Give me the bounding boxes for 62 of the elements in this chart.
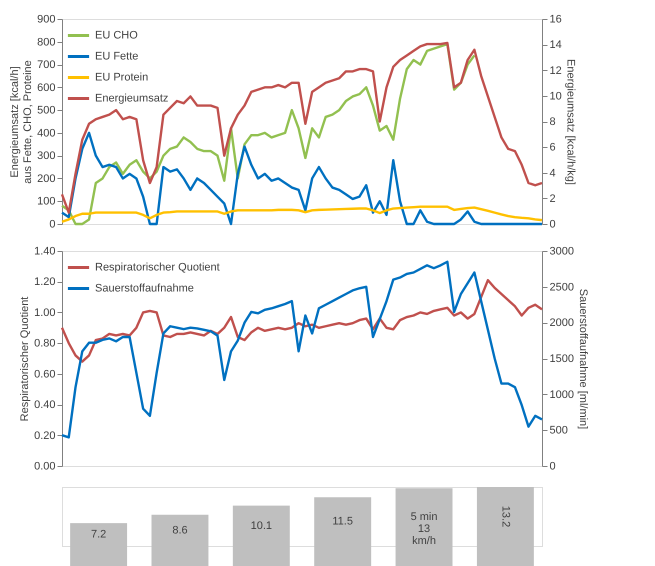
y-tick-label: 500 — [37, 104, 56, 117]
y2-tick-label: 2000 — [550, 317, 574, 330]
y-tick-label: 0.60 — [34, 368, 56, 380]
y2-tick-label: 8 — [550, 116, 556, 128]
y2-tick-label: 4 — [550, 167, 556, 180]
y-tick-label: 900 — [37, 14, 56, 26]
y-tick-label: 1.40 — [34, 246, 56, 258]
y-tick-label: 0.80 — [34, 338, 56, 350]
y-axis-title: Respiratorischer Quotient — [19, 296, 32, 422]
y-tick-label: 0.40 — [34, 399, 56, 412]
y2-tick-label: 500 — [550, 424, 568, 437]
y2-tick-label: 16 — [550, 14, 562, 26]
y-axis-title: Energieumsatz [kcal/h] aus Fette, CHO, Proteine — [9, 60, 34, 184]
y2-tick-label: 3000 — [550, 246, 574, 258]
y-tick-label: 100 — [37, 196, 56, 208]
y-tick-label: 200 — [37, 172, 56, 185]
bar — [232, 506, 290, 566]
bar — [476, 487, 534, 566]
y2-axis-title: Sauerstoffaufnahme [ml/min] — [576, 288, 589, 430]
y-tick-label: 1.20 — [34, 276, 56, 288]
y2-tick-label: 1500 — [550, 353, 574, 365]
y-tick-label: 0 — [49, 218, 56, 230]
bar — [151, 514, 208, 566]
y2-tick-label: 0 — [550, 460, 556, 472]
y-tick-label: 800 — [37, 36, 56, 48]
y2-tick-label: 0 — [550, 218, 556, 230]
data-label: 10.1 — [250, 520, 272, 532]
y2-tick-label: 1000 — [550, 388, 574, 401]
line-series — [60, 42, 544, 214]
bar — [314, 497, 372, 566]
y2-tick-label: 6 — [550, 142, 556, 154]
line-series — [60, 278, 544, 363]
legend-label: EU Fette — [95, 50, 138, 62]
data-label: 11.5 — [332, 516, 353, 528]
line-series — [60, 132, 544, 226]
line-series — [60, 42, 476, 226]
data-label: 5 min 13 km/h — [410, 511, 438, 548]
data-label: 13.2 — [499, 506, 512, 528]
legend-label: Respiratorischer Quotient — [95, 262, 220, 274]
y-tick-label: 700 — [37, 59, 56, 72]
y2-tick-label: 2500 — [550, 281, 574, 294]
data-label: 8.6 — [172, 524, 188, 536]
legend-label: EU CHO — [95, 30, 138, 42]
y-tick-label: 300 — [37, 150, 56, 162]
line-series — [60, 260, 544, 439]
y-tick-label: 600 — [37, 82, 56, 94]
data-label: 7.2 — [90, 528, 106, 541]
y-tick-label: 0.20 — [34, 430, 56, 442]
legend-label: Energieumsatz — [95, 92, 168, 104]
y-tick-label: 0.00 — [34, 460, 56, 472]
bar — [70, 523, 128, 566]
y2-tick-label: 14 — [550, 39, 562, 52]
y-tick-label: 1.00 — [34, 306, 56, 319]
bar — [396, 488, 453, 566]
y2-axis-title: Energieumsatz [kcal/h/kg] — [564, 59, 577, 185]
y-tick-label: 400 — [37, 127, 56, 140]
y2-tick-label: 12 — [550, 64, 562, 77]
legend-label: Sauerstoffaufnahme — [95, 282, 194, 294]
y2-tick-label: 2 — [550, 192, 556, 205]
line-series — [60, 205, 544, 223]
y2-tick-label: 10 — [550, 90, 562, 102]
legend-label: EU Protein — [95, 72, 148, 84]
